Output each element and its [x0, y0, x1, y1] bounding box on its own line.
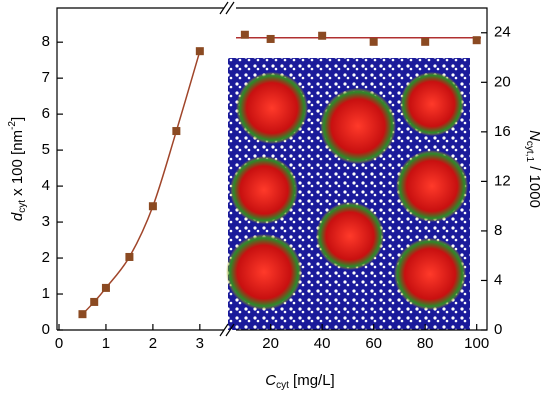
point: [369, 37, 378, 46]
inset-image: [226, 58, 470, 330]
x-tick-label: 1: [102, 335, 110, 352]
point: [125, 252, 134, 261]
y2-tick-label: 16: [494, 123, 511, 140]
y2-axis-title: Ncyt,1 / 1000: [524, 130, 543, 208]
y2-tick-label: 12: [494, 172, 511, 189]
point: [472, 36, 481, 45]
x-tick-label: 40: [314, 335, 331, 352]
point: [421, 37, 430, 46]
y2-tick-label: 8: [494, 222, 502, 239]
point: [266, 34, 275, 43]
y-tick-label: 6: [42, 105, 50, 122]
point: [148, 202, 157, 211]
y-axis-title: dcyt x 100 [nm-2]: [7, 117, 28, 221]
x-tick-label: 0: [55, 335, 63, 352]
y-tick-label: 1: [42, 285, 50, 302]
x-tick-label: 20: [262, 335, 279, 352]
y2-tick-label: 4: [494, 271, 502, 288]
y-tick-label: 8: [42, 33, 50, 50]
x-axis-title: Ccyt [mg/L]: [265, 372, 334, 391]
point: [101, 283, 110, 292]
point: [195, 47, 204, 56]
point: [172, 127, 181, 136]
point: [240, 30, 249, 39]
y-tick-label: 2: [42, 249, 50, 266]
y2-tick-label: 20: [494, 73, 511, 90]
y-tick-label: 3: [42, 213, 50, 230]
fit-line: [81, 50, 201, 315]
x-tick-label: 60: [365, 335, 382, 352]
x-tick-label: 80: [417, 335, 434, 352]
x-tick-label: 3: [196, 335, 204, 352]
point: [78, 310, 87, 319]
x-tick-label: 2: [149, 335, 157, 352]
x-tick-label: 100: [464, 335, 489, 352]
point: [318, 31, 327, 40]
y2-tick-label: 0: [494, 321, 502, 338]
y-tick-label: 4: [42, 177, 50, 194]
y2-tick-label: 24: [494, 24, 511, 41]
point: [90, 297, 99, 306]
y-tick-label: 7: [42, 69, 50, 86]
y-tick-label: 0: [42, 321, 50, 338]
y-tick-label: 5: [42, 141, 50, 158]
